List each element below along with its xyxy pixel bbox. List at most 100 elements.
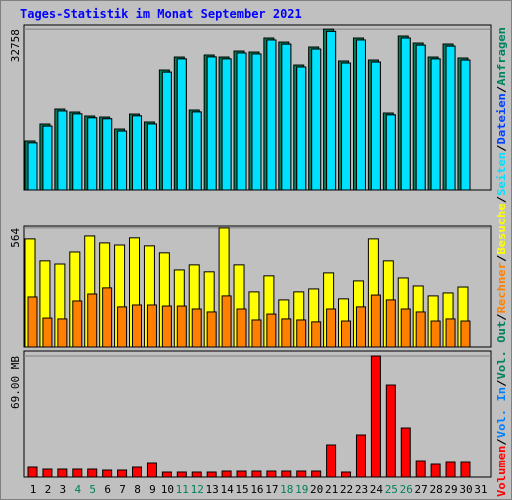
x-tick-label: 18 <box>280 483 293 496</box>
x-tick-label: 10 <box>161 483 174 496</box>
bar <box>311 48 322 191</box>
bar <box>355 306 366 348</box>
bar <box>221 295 232 348</box>
bar <box>57 318 68 348</box>
bar <box>460 461 471 478</box>
y-tick-label: 32758 <box>9 29 22 62</box>
bar <box>251 470 262 478</box>
bar <box>117 306 128 348</box>
bar <box>400 308 411 348</box>
bar <box>415 44 426 191</box>
bar <box>87 117 98 191</box>
bar <box>221 470 232 478</box>
bar <box>161 71 172 191</box>
bar <box>281 43 292 191</box>
bar <box>296 319 307 348</box>
x-tick-label: 19 <box>295 483 308 496</box>
bar <box>146 304 157 348</box>
x-tick-label: 15 <box>235 483 248 496</box>
bar <box>117 130 128 191</box>
bar <box>42 317 53 348</box>
x-tick-label: 11 <box>176 483 189 496</box>
legend: Volumen/Vol. In/Vol. Out/Rechner/Besuche… <box>495 27 508 497</box>
bar <box>460 320 471 348</box>
x-tick-label: 13 <box>206 483 219 496</box>
legend-separator: / <box>495 438 508 446</box>
bar <box>87 293 98 348</box>
bar <box>27 466 38 478</box>
bar <box>102 118 113 191</box>
bar <box>27 142 38 191</box>
bar <box>161 471 172 478</box>
legend-separator: / <box>495 254 508 262</box>
bar <box>311 470 322 478</box>
bar <box>236 470 247 478</box>
x-tick-label: 7 <box>119 483 126 496</box>
legend-entry: Dateien <box>495 93 508 144</box>
legend-entry: Rechner <box>495 262 508 314</box>
x-tick-label: 5 <box>89 483 96 496</box>
bar <box>370 294 381 348</box>
bar <box>281 470 292 478</box>
bar <box>400 427 411 478</box>
bar <box>191 308 202 348</box>
legend-separator: / <box>495 195 508 203</box>
y-tick-label: 564 <box>9 228 22 248</box>
bar <box>281 318 292 348</box>
x-tick-label: 21 <box>325 483 338 496</box>
bar <box>311 321 322 348</box>
bar <box>251 319 262 348</box>
legend-separator: / <box>495 144 508 152</box>
y-tick-label: 69.00 MB <box>9 356 22 409</box>
bar <box>415 311 426 348</box>
bar <box>42 125 53 191</box>
bar <box>460 59 471 191</box>
bar <box>341 62 352 191</box>
bar <box>206 56 217 191</box>
x-tick-label: 16 <box>250 483 263 496</box>
bar <box>206 471 217 478</box>
legend-entry: Besuche <box>495 203 508 255</box>
bar <box>132 115 143 191</box>
x-tick-label: 8 <box>134 483 141 496</box>
x-tick-label: 4 <box>74 483 81 496</box>
bar <box>72 300 83 348</box>
legend-separator: / <box>495 85 508 93</box>
bar <box>326 308 337 348</box>
bar <box>326 444 337 478</box>
bar <box>191 471 202 478</box>
bar <box>341 320 352 348</box>
bar <box>161 305 172 348</box>
bar <box>117 469 128 478</box>
x-tick-label: 17 <box>265 483 278 496</box>
x-tick-label: 31 <box>474 483 487 496</box>
bar <box>385 384 396 478</box>
bar <box>430 58 441 191</box>
bar <box>87 468 98 478</box>
bar <box>370 355 381 478</box>
bar <box>445 461 456 478</box>
bar <box>27 296 38 348</box>
legend-separator: / <box>495 379 508 387</box>
bar <box>296 470 307 478</box>
x-tick-label: 24 <box>370 483 384 496</box>
bar <box>326 30 337 191</box>
bar <box>251 53 262 191</box>
bar <box>445 45 456 191</box>
x-tick-label: 20 <box>310 483 323 496</box>
x-tick-label: 2 <box>45 483 52 496</box>
legend-entry: Anfragen <box>495 27 508 86</box>
bar <box>385 299 396 348</box>
bar <box>266 39 277 191</box>
bar <box>57 110 68 191</box>
bar <box>236 308 247 348</box>
bar <box>430 463 441 478</box>
bar <box>57 468 68 478</box>
bar <box>146 462 157 478</box>
bar <box>102 287 113 348</box>
bar <box>176 305 187 348</box>
x-tick-label: 23 <box>355 483 368 496</box>
x-tick-label: 28 <box>429 483 442 496</box>
